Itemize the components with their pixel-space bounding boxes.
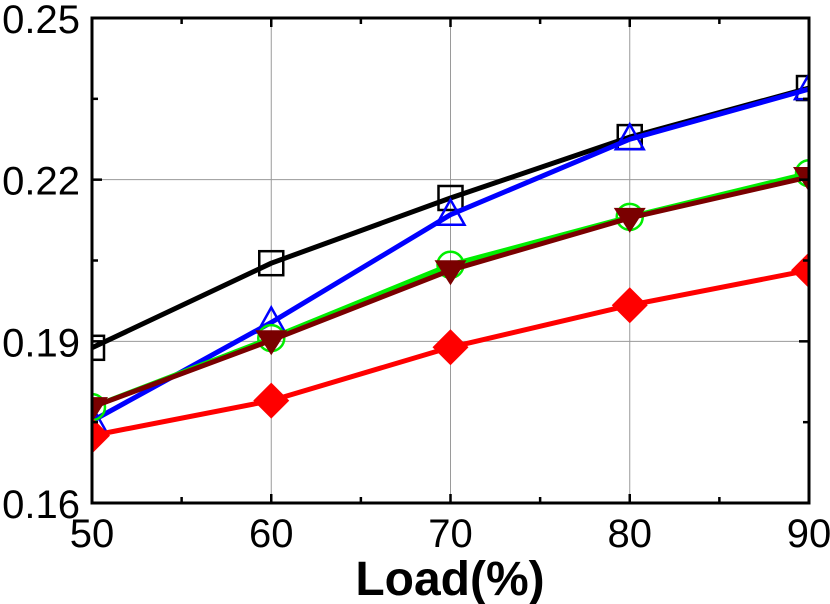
series-line: [90, 86, 810, 424]
x-tick-label: 80: [608, 512, 653, 556]
x-axis-tick-labels: 50 60 70 80 90: [70, 512, 830, 556]
left-margin: [0, 0, 91, 604]
data-point-marker: [434, 260, 467, 286]
data-point-marker: [253, 382, 290, 419]
x-axis-title: Load(%): [355, 553, 544, 604]
y-tick-label: 0.19: [2, 321, 80, 365]
right-margin: [810, 0, 830, 604]
data-point-marker: [613, 207, 646, 233]
data-point-marker: [258, 249, 285, 277]
data-point-marker: [255, 330, 288, 356]
y-tick-label: 0.16: [2, 483, 80, 527]
x-tick-label: 50: [70, 512, 115, 556]
y-tick-label: 0.22: [2, 160, 80, 204]
x-tick-label: 70: [428, 512, 473, 556]
x-tick-label: 90: [787, 512, 830, 556]
data-point-marker: [432, 329, 469, 366]
y-axis-tick-labels: 0.16 0.19 0.22 0.25: [2, 0, 80, 527]
data-point-marker: [611, 287, 648, 324]
x-tick-label: 60: [249, 512, 294, 556]
series-brown-triangle-down: [76, 166, 825, 423]
data-point-marker: [434, 197, 467, 226]
data-point-marker: [613, 121, 646, 151]
y-tick-label: 0.25: [2, 0, 80, 42]
data-point-marker: [437, 184, 464, 212]
